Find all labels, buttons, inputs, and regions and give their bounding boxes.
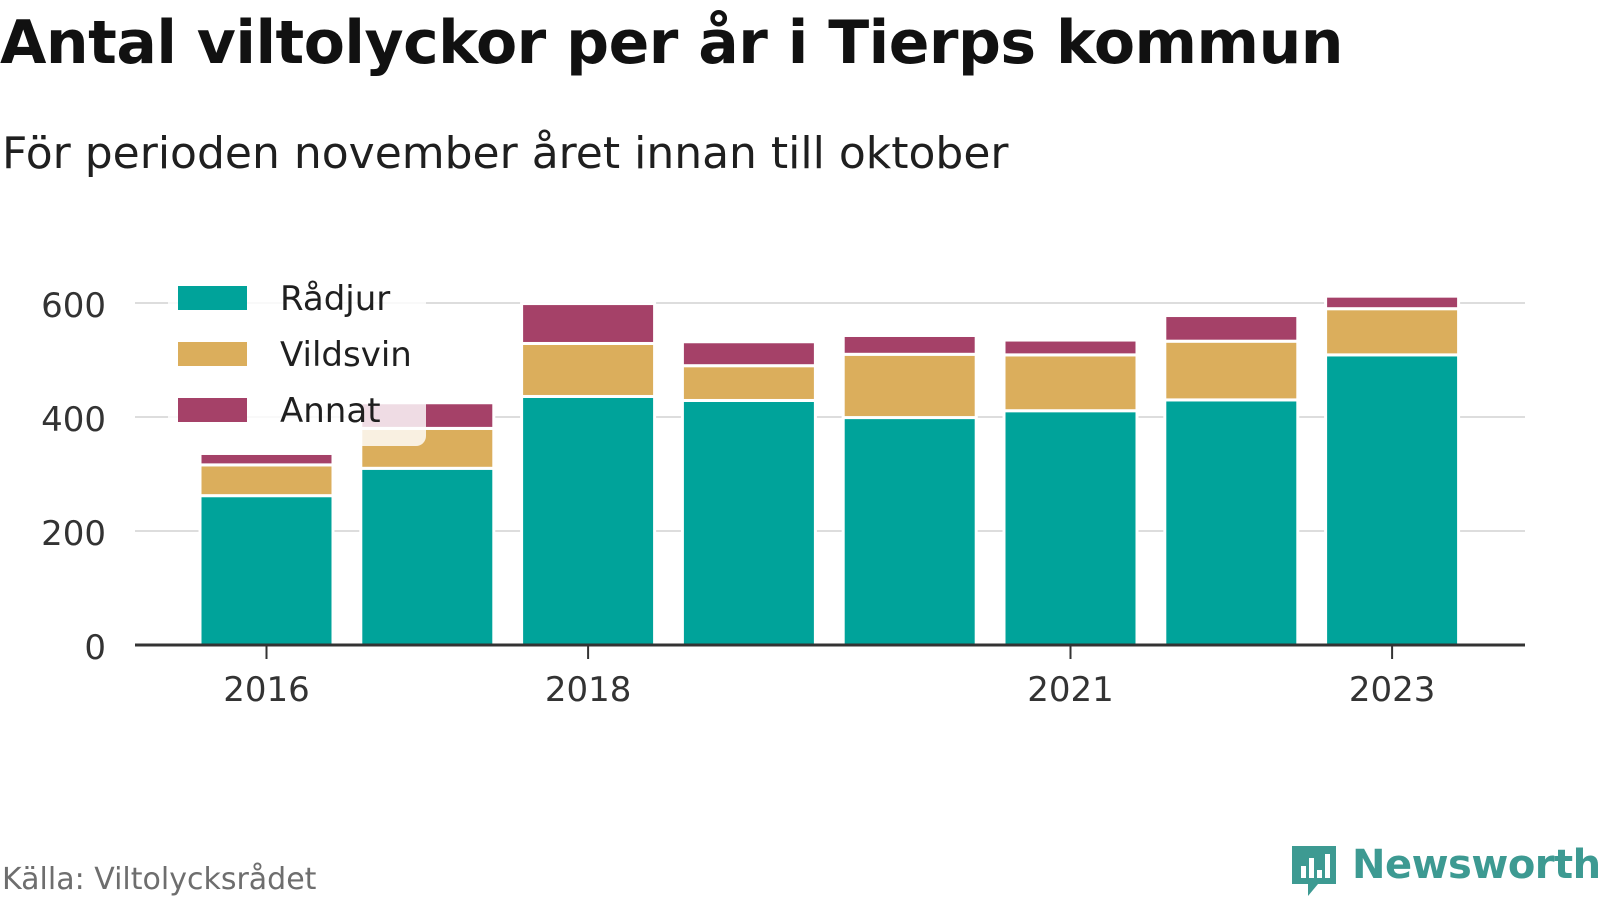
bar-segment-vildsvin-2019 (680, 364, 817, 402)
bar-segment-rådjur-2018 (520, 394, 657, 647)
bar-segment-annat-2021 (1002, 338, 1139, 357)
bar-segment-annat-2018 (520, 302, 657, 345)
chart-title: Antal viltolyckor per år i Tierps kommun (0, 8, 1344, 78)
bar-segment-rådjur-2023 (1324, 353, 1461, 647)
x-tick-label: 2023 (1349, 670, 1436, 710)
y-tick-label: 0 (84, 628, 106, 668)
bar-segment-rådjur-2021 (1002, 409, 1139, 647)
bar-segment-annat-2023 (1324, 294, 1461, 311)
bar-segment-vildsvin-2018 (520, 341, 657, 398)
x-tick-label: 2016 (223, 670, 310, 710)
bar-segment-rådjur-2019 (680, 398, 817, 647)
y-tick-label: 400 (41, 400, 106, 440)
bar-segment-vildsvin-2023 (1324, 307, 1461, 357)
bar-segment-rådjur-2017 (359, 466, 496, 647)
newsworthy-logo-text: Newsworthy (1352, 842, 1600, 888)
bar-segment-vildsvin-2016 (198, 463, 335, 498)
bar-segment-vildsvin-2021 (1002, 353, 1139, 413)
legend-swatch-vildsvin (178, 342, 247, 366)
bar-segment-rådjur-2020 (841, 416, 978, 647)
bar-segment-vildsvin-2022 (1163, 339, 1300, 402)
newsworthy-logo-icon (1292, 846, 1336, 896)
bar-segment-annat-2022 (1163, 314, 1300, 343)
legend-label-rådjur: Rådjur (280, 279, 390, 319)
legend-label-vildsvin: Vildsvin (280, 335, 412, 375)
y-tick-label: 600 (41, 286, 106, 326)
x-tick-label: 2021 (1027, 670, 1114, 710)
bar-segment-rådjur-2022 (1163, 398, 1300, 647)
legend-swatch-rådjur (178, 286, 247, 310)
bar-segment-annat-2019 (680, 340, 817, 368)
bar-segment-annat-2016 (198, 451, 335, 467)
bar-segment-rådjur-2016 (198, 494, 335, 647)
legend-label-annat: Annat (280, 391, 381, 431)
bar-segment-vildsvin-2020 (841, 352, 978, 420)
x-tick-label: 2018 (545, 670, 632, 710)
newsworthy-logo: Newsworthy (1288, 838, 1600, 900)
y-tick-label: 200 (41, 514, 106, 554)
source-note: Källa: Viltolycksrådet (2, 862, 317, 897)
legend-swatch-annat (178, 398, 247, 422)
chart-subtitle: För perioden november året innan till ok… (2, 128, 1009, 179)
bar-segment-annat-2020 (841, 333, 978, 356)
